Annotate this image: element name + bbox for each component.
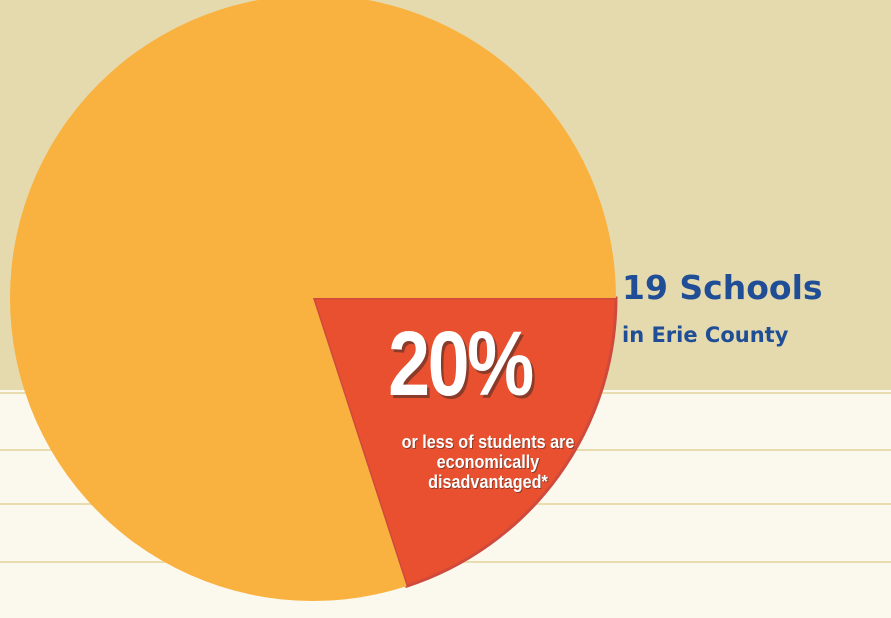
schools-count-title: 19 Schools xyxy=(622,268,823,307)
pie-slice-remainder xyxy=(10,0,616,601)
pie-slices xyxy=(10,0,618,601)
slice-percent-label: 20% xyxy=(388,313,534,415)
slice-annotation: or less of students are economically dis… xyxy=(401,432,575,492)
pie-slice-highlight xyxy=(310,296,618,589)
county-subtitle: in Erie County xyxy=(622,323,789,347)
